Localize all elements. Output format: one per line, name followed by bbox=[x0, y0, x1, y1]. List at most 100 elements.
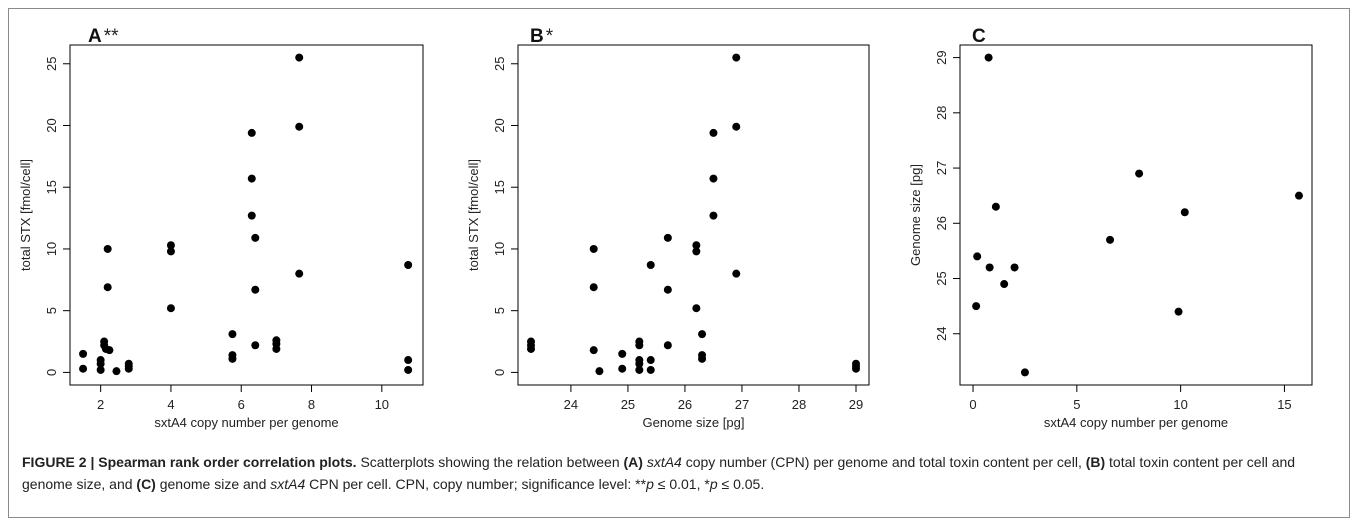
panel-a-y-tick-label: 10 bbox=[44, 242, 59, 256]
panel-b-point bbox=[692, 241, 701, 250]
panel-a-point bbox=[251, 233, 260, 242]
panel-a-point bbox=[247, 174, 256, 183]
panel-b-x-tick-label: 27 bbox=[735, 397, 749, 412]
panel-b-point bbox=[663, 341, 672, 350]
figure-frame bbox=[8, 8, 1350, 518]
panel-a-letter: A ** bbox=[88, 26, 119, 47]
panel-b-x-tick-label: 26 bbox=[678, 397, 692, 412]
caption-text: Scatterplots showing the relation betwee… bbox=[356, 454, 624, 470]
panel-c-x-tick-label: 0 bbox=[969, 397, 976, 412]
panel-c-point bbox=[1294, 191, 1303, 200]
panel-b-y-tick-label: 20 bbox=[492, 118, 507, 132]
caption-text: CPN per cell. CPN, copy number; signific… bbox=[305, 476, 647, 492]
panel-c-y-tick-label: 27 bbox=[934, 161, 949, 175]
panel-a-point bbox=[228, 330, 237, 339]
panel-a-y-tick-label: 20 bbox=[44, 118, 59, 132]
panel-a-point bbox=[166, 247, 175, 256]
caption-text: genome size and bbox=[155, 476, 271, 492]
caption-p-symbol: p bbox=[709, 476, 718, 492]
panel-b-point bbox=[618, 364, 627, 373]
panel-b-y-tick-label: 25 bbox=[492, 57, 507, 71]
panel-b-point bbox=[589, 244, 598, 253]
panel-b-point bbox=[698, 354, 707, 363]
panel-a-point bbox=[96, 365, 105, 374]
panel-b-point bbox=[663, 233, 672, 242]
panel-c-plot-box bbox=[959, 44, 1313, 386]
panel-a-point bbox=[228, 354, 237, 363]
panel-b-point bbox=[663, 285, 672, 294]
panel-a-significance: ** bbox=[104, 26, 119, 47]
panel-c-point bbox=[1135, 169, 1144, 178]
panel-b-point bbox=[635, 341, 644, 350]
panel-c-point bbox=[991, 202, 1000, 211]
panel-a-point bbox=[103, 244, 112, 253]
panel-b-point bbox=[635, 359, 644, 368]
panel-a-y-tick-label: 15 bbox=[44, 180, 59, 194]
panel-b-significance: * bbox=[546, 26, 554, 47]
panel-c-point bbox=[972, 302, 981, 311]
panel-a-point bbox=[103, 283, 112, 292]
caption-text: ≤ 0.01, * bbox=[653, 476, 710, 492]
caption-ref-c: (C) bbox=[136, 476, 156, 492]
caption-text: ≤ 0.05. bbox=[717, 476, 765, 492]
panel-a-x-tick-label: 2 bbox=[97, 397, 104, 412]
caption-text: copy number (CPN) per genome and total t… bbox=[681, 454, 1086, 470]
panel-b-point bbox=[589, 283, 598, 292]
panel-a-point bbox=[79, 364, 88, 373]
panel-b-point bbox=[692, 247, 701, 256]
panel-a-point bbox=[295, 122, 304, 131]
panel-a-point bbox=[112, 367, 121, 376]
panel-b-point bbox=[709, 128, 718, 137]
panel-b-point bbox=[709, 174, 718, 183]
panel-c-y-tick-label: 24 bbox=[934, 327, 949, 341]
panel-b-y-tick-label: 15 bbox=[492, 180, 507, 194]
panel-c-point bbox=[1180, 208, 1189, 217]
panel-b-point bbox=[692, 304, 701, 313]
panel-a-point bbox=[272, 344, 281, 353]
panel-c-point bbox=[1020, 368, 1029, 377]
panel-b-y-tick-label: 5 bbox=[492, 307, 507, 314]
panel-c-y-tick-label: 28 bbox=[934, 106, 949, 120]
panel-a-x-axis-label: sxtA4 copy number per genome bbox=[154, 415, 338, 430]
panel-b-point bbox=[698, 330, 707, 339]
panel-a-y-tick-label: 25 bbox=[44, 57, 59, 71]
panel-b-x-tick-label: 24 bbox=[564, 397, 578, 412]
panel-a-y-tick-label: 0 bbox=[44, 369, 59, 376]
panel-b-x-tick-label: 25 bbox=[621, 397, 635, 412]
panel-c-point bbox=[1174, 307, 1183, 316]
caption-label: FIGURE 2 | Spearman rank order correlati… bbox=[22, 454, 357, 470]
panel-c-y-axis-label: Genome size [pg] bbox=[908, 164, 923, 266]
panel-c-point bbox=[984, 53, 993, 62]
panel-c-letter-text: C bbox=[972, 26, 986, 47]
panel-b-x-tick-label: 28 bbox=[792, 397, 806, 412]
panel-a-point bbox=[404, 365, 413, 374]
panel-b-point bbox=[635, 365, 644, 374]
panel-c-x-tick-label: 10 bbox=[1173, 397, 1187, 412]
panel-b-y-tick-label: 0 bbox=[492, 369, 507, 376]
panel-b-x-tick-label: 29 bbox=[849, 397, 863, 412]
panel-a-point bbox=[295, 53, 304, 62]
panel-b-point bbox=[732, 269, 741, 278]
panel-a-point bbox=[404, 356, 413, 365]
panel-b-point bbox=[852, 364, 860, 373]
panel-b-point bbox=[646, 356, 655, 365]
panel-a-point bbox=[96, 359, 105, 368]
panel-a-point bbox=[247, 211, 256, 220]
caption-gene: sxtA4 bbox=[642, 454, 682, 470]
panel-b-letter-text: B bbox=[530, 26, 544, 47]
panel-b-y-tick-label: 10 bbox=[492, 242, 507, 256]
panel-b-point bbox=[527, 344, 535, 353]
panel-a-letter-text: A bbox=[88, 26, 102, 47]
panel-c-point bbox=[1000, 280, 1009, 289]
panel-c-y-tick-label: 25 bbox=[934, 271, 949, 285]
panel-a-point bbox=[295, 269, 304, 278]
panel-c-letter: C bbox=[972, 26, 986, 47]
panel-b-point bbox=[646, 365, 655, 374]
panel-c-point bbox=[973, 252, 982, 261]
panel-a-y-tick-label: 5 bbox=[44, 307, 59, 314]
caption-ref-b: (B) bbox=[1085, 454, 1106, 470]
caption-p-symbol: p bbox=[646, 476, 654, 492]
panel-b-y-axis-label: total STX [fmol/cell] bbox=[466, 159, 481, 271]
caption-ref-a: (A) bbox=[623, 454, 643, 470]
